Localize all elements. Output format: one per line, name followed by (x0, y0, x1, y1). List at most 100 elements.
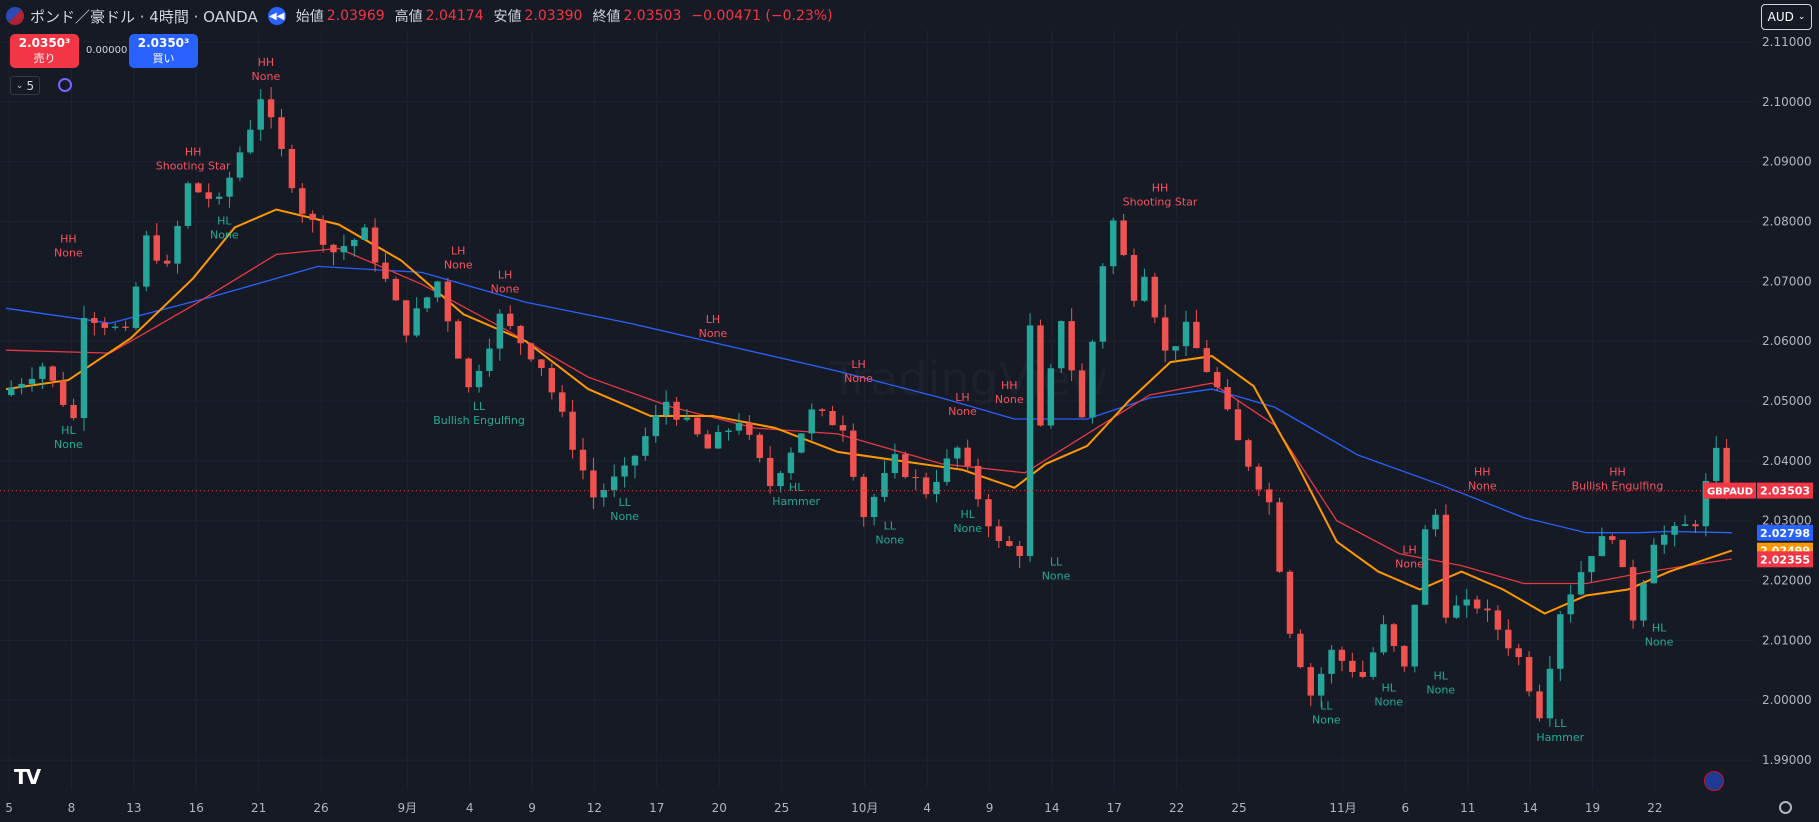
candle-body (735, 422, 743, 431)
candle-body (351, 239, 358, 247)
candle-body (891, 454, 899, 474)
candle-body (226, 177, 233, 197)
x-tick-label: 22 (1169, 801, 1184, 815)
candle-body (174, 225, 181, 264)
moving-averages (5, 208, 1733, 615)
chevron-down-icon: ⌄ (1797, 12, 1806, 22)
candle-body (299, 188, 306, 214)
high-label: 高値 (394, 9, 423, 25)
sell-label: 売り (33, 52, 56, 65)
change-value: −0.00471 (−0.23%) (691, 8, 833, 24)
moving-average-line (5, 247, 1732, 585)
open-label: 始値 (295, 9, 324, 25)
candle-body (943, 458, 951, 482)
x-tick-label: 12 (587, 801, 602, 815)
y-tick-label: 2.00000 (1762, 693, 1812, 707)
x-tick-label: 9月 (397, 801, 417, 815)
y-tick-label: 2.04000 (1762, 454, 1812, 468)
candle-body (236, 152, 244, 178)
time-axis[interactable]: 5 8 13 16 21 26 9月 4 9 12 17 20 25 10月 4 9 14 17 22 25 11月 6 1… (5, 801, 1662, 815)
candle-body (652, 415, 660, 437)
chevron-down-icon: ⌄ (15, 80, 24, 91)
gear-icon[interactable] (1779, 801, 1792, 814)
symbol-title[interactable]: ポンド／豪ドル · 4時間 · OANDA (30, 7, 258, 26)
annotation-label: HH (185, 146, 202, 159)
candle-body (1047, 368, 1055, 426)
annotation-label: HL (1652, 621, 1667, 634)
uk-flag-icon[interactable] (1704, 771, 1724, 791)
candle-body (101, 322, 108, 328)
price-label-text: 2.02355 (1760, 553, 1810, 566)
candle-body (1702, 480, 1710, 527)
candle-body (725, 430, 732, 433)
refresh-icon[interactable] (58, 78, 72, 92)
candle-body (153, 235, 160, 261)
annotation-label: LL (618, 496, 631, 509)
annotation-label: LH (955, 391, 969, 404)
candle-body (507, 313, 514, 326)
annotation-label: HH (1152, 181, 1169, 194)
moving-average-line (5, 208, 1733, 615)
price-label-box (1757, 551, 1813, 568)
annotation-label: LH (706, 313, 720, 326)
candle-body (756, 434, 763, 458)
annotation-label: LL (884, 520, 897, 533)
candle-body (1286, 571, 1294, 634)
candle-body (694, 417, 701, 435)
candle-body (132, 286, 140, 328)
annotation-label: None (844, 372, 873, 385)
annotation-label: None (54, 246, 83, 259)
close-label: 終値 (592, 9, 621, 25)
candle-body (1629, 567, 1637, 621)
candle-body (1484, 608, 1491, 611)
x-tick-label: 10月 (851, 801, 878, 815)
candle-body (143, 235, 150, 287)
indicator-count: 5 (26, 78, 35, 93)
candle-body (1609, 536, 1616, 540)
indicators-toggle[interactable]: ⌄ 5 (10, 76, 40, 95)
x-tick-label: 9 (528, 801, 536, 815)
candle-body (1650, 544, 1658, 584)
buy-button[interactable]: 2.0350³ 買い (129, 34, 198, 68)
candle-body (1203, 348, 1211, 372)
candle-body (1723, 447, 1730, 496)
price-label-box (1757, 482, 1813, 499)
candle-body (361, 227, 368, 240)
symbol-header: ポンド／豪ドル · 4時間 · OANDA ◀◀ 始値 2.03969 高値 2.0… (6, 3, 843, 29)
candle-body (642, 436, 649, 456)
price-axis[interactable]: 2.11000 2.10000 2.09000 2.08000 2.07000 2.060… (1762, 35, 1812, 767)
x-tick-label: 9 (986, 801, 994, 815)
candle-body (1068, 321, 1075, 371)
candle-body (444, 281, 452, 322)
candle-body (1213, 371, 1221, 388)
candle-body (28, 378, 36, 384)
tradingview-logo-icon[interactable]: TV (14, 765, 41, 789)
low-value: 2.03390 (524, 8, 583, 24)
candle-body (1671, 525, 1678, 535)
close-value: 2.03503 (623, 8, 682, 24)
candle-body (1411, 604, 1418, 667)
candle-body (382, 262, 389, 279)
sell-button[interactable]: 2.0350³ 売り (10, 34, 79, 68)
candle-body (1401, 645, 1408, 667)
annotation-label: LH (451, 244, 465, 257)
candle-body (1224, 387, 1231, 410)
candle-body (912, 477, 919, 479)
candle-body (517, 325, 524, 344)
candle-body (1588, 556, 1595, 573)
candle-body (496, 313, 504, 349)
annotation-label: LH (1402, 544, 1416, 557)
candle-body (403, 300, 410, 336)
price-label-text: 2.02798 (1760, 527, 1810, 540)
candle-body (1172, 346, 1179, 351)
currency-selector[interactable]: AUD ⌄ (1761, 4, 1812, 30)
candle-body (569, 411, 576, 450)
x-tick-label: 13 (126, 801, 141, 815)
x-tick-label: 14 (1044, 801, 1059, 815)
x-tick-label: 25 (774, 801, 789, 815)
candle-body (558, 392, 566, 412)
replay-icon[interactable]: ◀◀ (267, 7, 286, 25)
sell-price: 2.0350³ (18, 36, 71, 50)
annotation-label: Bullish Engulfing (1572, 480, 1664, 493)
